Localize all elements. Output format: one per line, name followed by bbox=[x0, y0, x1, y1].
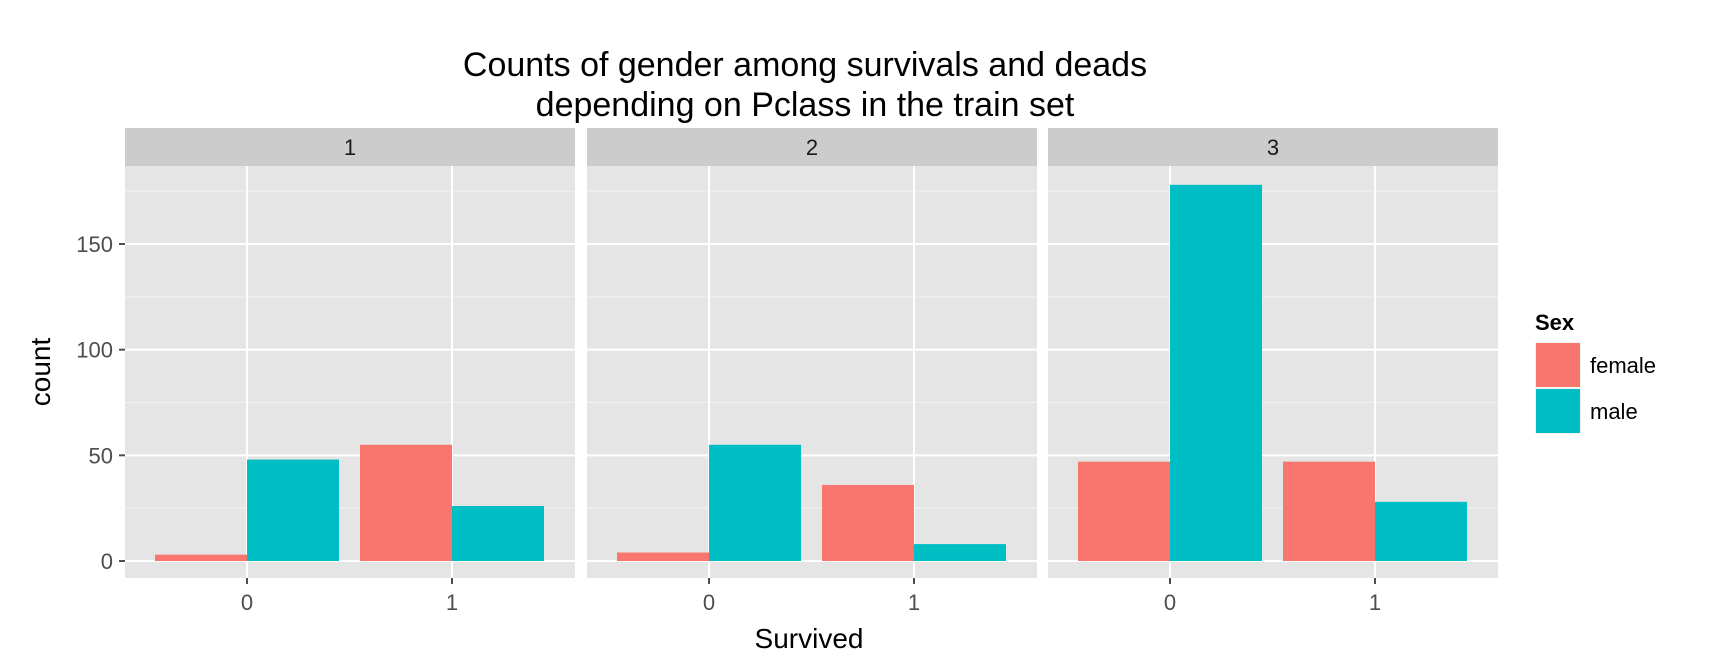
bar-male-1 bbox=[452, 506, 544, 561]
bar-female-0 bbox=[1078, 461, 1170, 561]
facet-panel-3: 3 0 1 bbox=[1048, 128, 1498, 615]
bar-female-0 bbox=[617, 552, 709, 561]
chart-title-line-2: depending on Pclass in the train set bbox=[536, 86, 1075, 124]
legend-swatch-male bbox=[1536, 389, 1580, 433]
bar-male-0 bbox=[247, 459, 339, 561]
facet-strip-label: 3 bbox=[1267, 135, 1279, 160]
y-axis: 0 50 100 150 bbox=[76, 232, 125, 574]
x-tick-label: 1 bbox=[1369, 590, 1381, 615]
x-axis-title: Survived bbox=[755, 623, 864, 654]
legend-swatch-female bbox=[1536, 343, 1580, 387]
legend-label-male: male bbox=[1590, 399, 1638, 424]
x-tick-label: 1 bbox=[446, 590, 458, 615]
facet-strip bbox=[587, 128, 1037, 166]
x-tick-label: 0 bbox=[703, 590, 715, 615]
legend-title: Sex bbox=[1535, 310, 1575, 335]
legend: Sex female male bbox=[1535, 310, 1656, 434]
facet-strip-label: 1 bbox=[344, 135, 356, 160]
x-tick-label: 0 bbox=[241, 590, 253, 615]
y-tick-label: 50 bbox=[89, 443, 113, 468]
x-tick-label: 0 bbox=[1164, 590, 1176, 615]
bar-male-1 bbox=[1375, 501, 1467, 561]
x-tick-label: 1 bbox=[908, 590, 920, 615]
panel-background bbox=[587, 166, 1037, 578]
facet-strip bbox=[1048, 128, 1498, 166]
legend-label-female: female bbox=[1590, 353, 1656, 378]
facet-panel-2: 2 0 1 bbox=[587, 128, 1037, 615]
bar-male-1 bbox=[914, 544, 1006, 561]
bar-male-0 bbox=[1170, 184, 1262, 561]
y-axis-title: count bbox=[25, 338, 56, 407]
facet-strip-label: 2 bbox=[806, 135, 818, 160]
bar-female-1 bbox=[822, 484, 914, 561]
facet-strip bbox=[125, 128, 575, 166]
bar-female-0 bbox=[155, 554, 247, 561]
y-tick-label: 150 bbox=[76, 232, 113, 257]
bar-female-1 bbox=[1283, 461, 1375, 561]
chart-title-line-1: Counts of gender among survivals and dea… bbox=[463, 46, 1147, 84]
y-tick-label: 0 bbox=[101, 549, 113, 574]
facet-panel-1: 1 0 1 bbox=[125, 128, 575, 615]
bar-female-1 bbox=[360, 444, 452, 561]
y-tick-label: 100 bbox=[76, 338, 113, 363]
facet-panels: 1 0 1 2 0 1 3 0 1 bbox=[125, 128, 1498, 615]
bar-male-0 bbox=[709, 444, 801, 561]
